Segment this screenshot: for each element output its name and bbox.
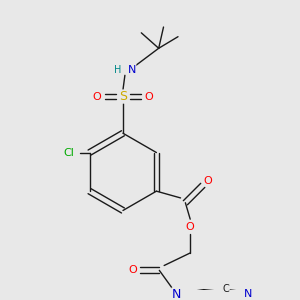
Text: N: N [244,289,252,298]
Text: C: C [223,284,229,294]
Text: O: O [145,92,153,101]
Text: O: O [92,92,101,101]
Text: O: O [128,265,136,275]
Text: S: S [119,90,127,103]
Text: O: O [186,222,195,232]
Text: N: N [128,64,136,74]
Text: N: N [172,288,182,300]
Text: O: O [203,176,212,185]
Text: Cl: Cl [64,148,75,158]
Text: H: H [115,64,122,74]
